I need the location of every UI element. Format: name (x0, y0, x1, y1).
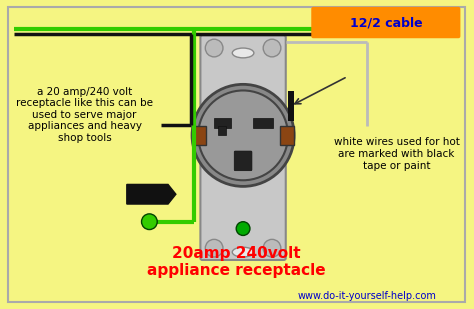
FancyBboxPatch shape (201, 35, 286, 260)
Circle shape (236, 222, 250, 235)
FancyBboxPatch shape (311, 7, 460, 38)
Text: 20amp 240volt
appliance receptacle: 20amp 240volt appliance receptacle (147, 246, 326, 278)
Ellipse shape (263, 239, 281, 257)
Text: 12/2 cable: 12/2 cable (349, 16, 422, 29)
Text: a 20 amp/240 volt
receptacle like this can be
used to serve major
appliances and: a 20 amp/240 volt receptacle like this c… (16, 87, 153, 143)
Ellipse shape (263, 39, 281, 57)
Bar (218, 125, 227, 135)
Ellipse shape (232, 48, 254, 58)
Bar (288, 91, 293, 121)
FancyBboxPatch shape (234, 151, 252, 171)
Bar (280, 125, 293, 145)
Bar (214, 118, 231, 128)
Text: www.do-it-yourself-help.com: www.do-it-yourself-help.com (298, 291, 437, 301)
Circle shape (142, 214, 157, 230)
Bar (253, 118, 273, 128)
Text: white wires used for hot
are marked with black
tape or paint: white wires used for hot are marked with… (334, 138, 460, 171)
Ellipse shape (232, 247, 254, 257)
Polygon shape (127, 184, 176, 204)
Circle shape (192, 84, 294, 186)
Ellipse shape (205, 39, 223, 57)
Ellipse shape (205, 239, 223, 257)
Bar (192, 125, 206, 145)
Circle shape (198, 91, 288, 180)
